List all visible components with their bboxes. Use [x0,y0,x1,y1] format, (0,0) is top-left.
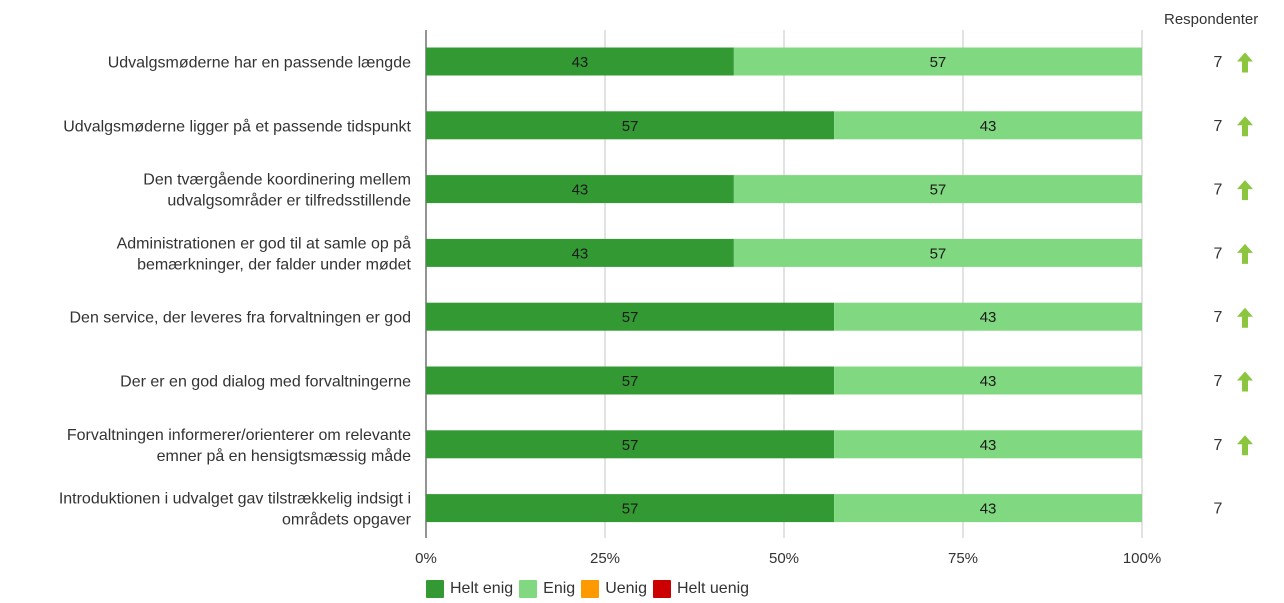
respondent-count: 7 [1214,54,1223,71]
category-label: Introduktionen i udvalget gav tilstrække… [59,491,411,508]
trend-up-arrow-icon [1237,180,1253,201]
category-label: områdets opgaver [282,511,412,529]
category-label: udvalgsområder er tilfredsstillende [167,192,411,210]
respondent-count: 7 [1214,245,1223,262]
trend-up-arrow-icon [1237,243,1253,264]
bar-segment [426,430,835,459]
bar-segment [834,111,1142,140]
bar-segment [426,302,835,331]
trend-up-arrow-icon [1237,52,1253,73]
legend-swatch [426,580,444,598]
x-tick-label: 0% [415,550,437,567]
legend-item: Enig [519,580,575,598]
legend-swatch [653,580,671,598]
bar-segment [426,111,835,140]
trend-up-arrow-icon [1237,307,1253,328]
data-label: 43 [980,437,997,454]
respondent-column: 7 7 7 7 7 7 7 7 [1214,52,1253,518]
bar-segment [733,238,1142,267]
legend-item: Uenig [581,580,647,598]
respondent-count: 7 [1214,373,1223,390]
category-label: emner på en hensigtsmæssig måde [157,447,411,465]
x-axis-ticks: 0% 25% 50% 75% 100% [415,550,1161,567]
bar-segment [426,238,734,267]
data-label: 43 [980,373,997,390]
bar-segment [733,175,1142,204]
data-label: 57 [930,245,947,262]
category-label: Udvalgsmøderne ligger på et passende tid… [63,117,411,135]
legend-label: Enig [543,580,576,597]
legend-label: Helt enig [450,580,514,597]
data-label: 43 [980,309,997,326]
legend-item: Helt enig [426,580,513,598]
data-label: 57 [622,118,639,135]
respondents-header: Respondenter [1164,11,1259,28]
trend-up-arrow-icon [1237,116,1253,137]
data-label: 57 [622,309,639,326]
legend-label: Uenig [605,580,647,597]
category-label: Den tværgående koordinering mellem [143,171,411,189]
category-labels: Udvalgsmøderne har en passende længde Udv… [59,55,412,529]
data-label: 57 [622,501,639,518]
respondent-count: 7 [1214,501,1223,518]
x-tick-label: 25% [590,550,620,567]
data-label: 57 [622,437,639,454]
data-label: 57 [622,373,639,390]
respondent-count: 7 [1214,309,1223,326]
bar-segment [426,494,835,523]
category-label: bemærkninger, der falder under mødet [137,256,411,273]
respondent-count: 7 [1214,182,1223,199]
legend-swatch [519,580,538,598]
bar-segment [426,175,734,204]
legend: Helt enig Enig Uenig Helt uenig [426,580,755,598]
bar-segment [426,47,734,76]
data-label: 43 [572,245,589,262]
legend-swatch [581,580,600,598]
category-label: Udvalgsmøderne har en passende længde [108,55,411,72]
category-label: Forvaltningen informerer/orienterer om r… [67,427,411,444]
legend-item: Helt uenig [653,580,749,598]
bar-segment [834,430,1142,459]
respondent-count: 7 [1214,118,1223,135]
data-label: 43 [980,118,997,135]
x-tick-label: 75% [948,550,978,567]
data-label: 57 [930,182,947,199]
bars: 43 57 57 43 43 57 43 57 57 43 57 43 57 43 57 43 [426,47,1142,523]
legend-label: Helt uenig [677,580,750,597]
respondent-count: 7 [1214,437,1223,454]
grid-lines [425,30,1143,538]
bar-segment [834,494,1142,523]
category-label: Administrationen er god til at samle op … [117,234,411,252]
data-label: 43 [980,501,997,518]
data-label: 43 [572,182,589,199]
bar-segment [834,302,1142,331]
data-label: 43 [572,54,589,71]
trend-up-arrow-icon [1237,371,1253,392]
bar-segment [834,366,1142,395]
x-tick-label: 50% [769,550,799,567]
category-label: Der er en god dialog med forvaltningerne [120,374,411,391]
trend-up-arrow-icon [1237,435,1253,456]
category-label: Den service, der leveres fra forvaltning… [69,310,411,327]
data-label: 57 [930,54,947,71]
bar-segment [733,47,1142,76]
bar-segment [426,366,835,395]
x-tick-label: 100% [1123,550,1161,567]
